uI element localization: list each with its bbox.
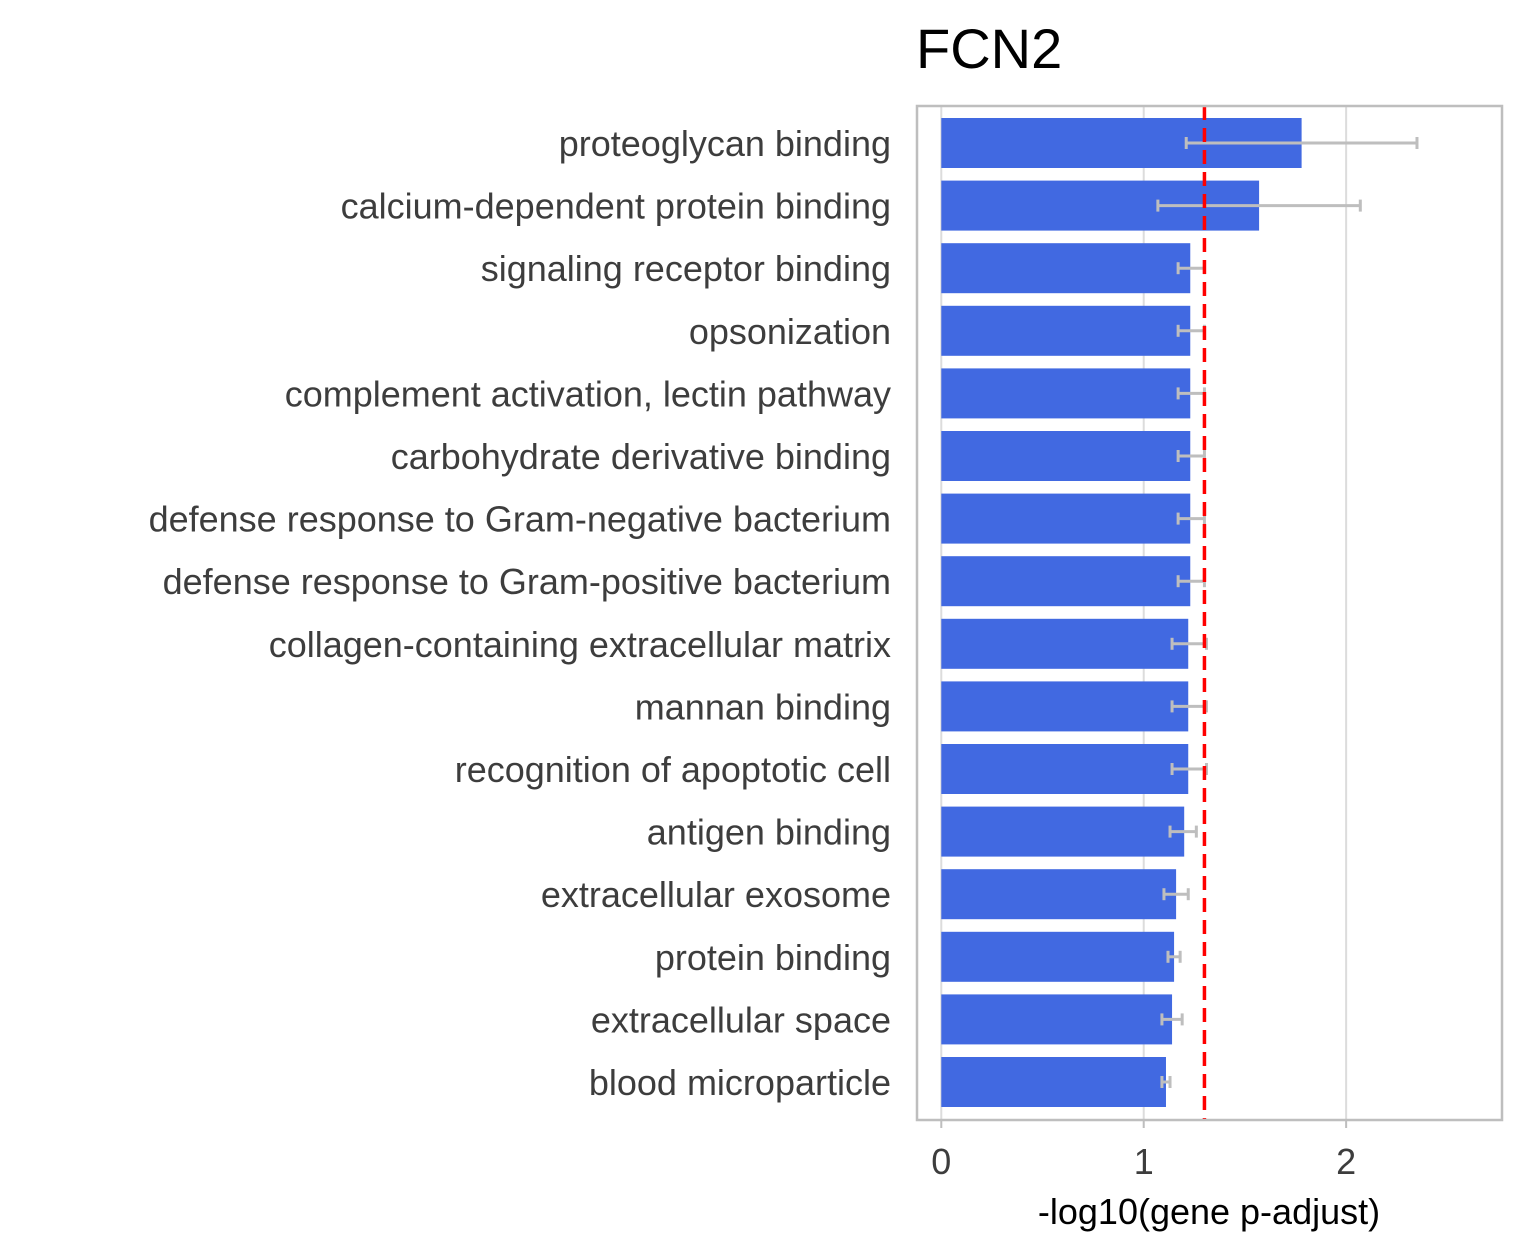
chart-title: FCN2 (916, 17, 1062, 80)
category-label-15: blood microparticle (589, 1062, 891, 1103)
bar-2 (941, 243, 1191, 294)
x-tick-label-0: 0 (931, 1141, 951, 1182)
error-bar-9 (1170, 700, 1208, 713)
bar-9 (941, 681, 1189, 732)
error-bar-11 (1168, 825, 1198, 838)
category-label-0: proteoglycan binding (559, 123, 891, 164)
category-label-12: extracellular exosome (541, 874, 891, 915)
category-label-10: recognition of apoptotic cell (455, 749, 891, 790)
error-bar-1 (1156, 199, 1362, 212)
x-tick-label-1: 1 (1134, 1141, 1154, 1182)
category-label-4: complement activation, lectin pathway (285, 373, 891, 414)
category-label-7: defense response to Gram-positive bacter… (163, 561, 891, 602)
bar-14 (941, 994, 1173, 1045)
bar-11 (941, 806, 1185, 857)
error-bar-14 (1160, 1013, 1184, 1026)
x-tick-label-2: 2 (1336, 1141, 1356, 1182)
bars-layer (941, 118, 1302, 1107)
category-labels: proteoglycan binding calcium-dependent pr… (149, 123, 891, 1103)
x-axis-title: -log10(gene p-adjust) (1038, 1191, 1380, 1232)
category-label-3: opsonization (689, 311, 891, 352)
category-label-11: antigen binding (647, 812, 891, 853)
error-bar-15 (1160, 1076, 1172, 1088)
category-label-9: mannan binding (635, 686, 891, 727)
category-label-1: calcium-dependent protein binding (341, 186, 891, 227)
error-bar-8 (1170, 637, 1208, 650)
error-bars-layer (1156, 137, 1419, 1088)
bar-15 (941, 1057, 1166, 1107)
error-bar-0 (1184, 137, 1419, 149)
bar-8 (941, 618, 1189, 669)
category-label-6: defense response to Gram-negative bacter… (149, 499, 891, 540)
plot-frame (915, 104, 1504, 1122)
bar-7 (941, 556, 1191, 607)
bar-3 (941, 305, 1191, 356)
category-label-5: carbohydrate derivative binding (391, 436, 891, 477)
category-label-13: protein binding (655, 937, 891, 978)
category-label-14: extracellular space (591, 999, 891, 1040)
error-bar-13 (1166, 950, 1182, 963)
x-axis-ticks: 0 1 2 (931, 1120, 1356, 1182)
bar-4 (941, 368, 1191, 419)
bar-13 (941, 931, 1175, 982)
error-bar-10 (1170, 763, 1208, 775)
category-label-8: collagen-containing extracellular matrix (269, 624, 891, 665)
bar-10 (941, 744, 1189, 794)
error-bar-12 (1162, 888, 1190, 901)
bar-5 (941, 431, 1191, 481)
category-label-2: signaling receptor binding (481, 248, 891, 289)
bar-6 (941, 493, 1191, 544)
bar-12 (941, 869, 1177, 920)
